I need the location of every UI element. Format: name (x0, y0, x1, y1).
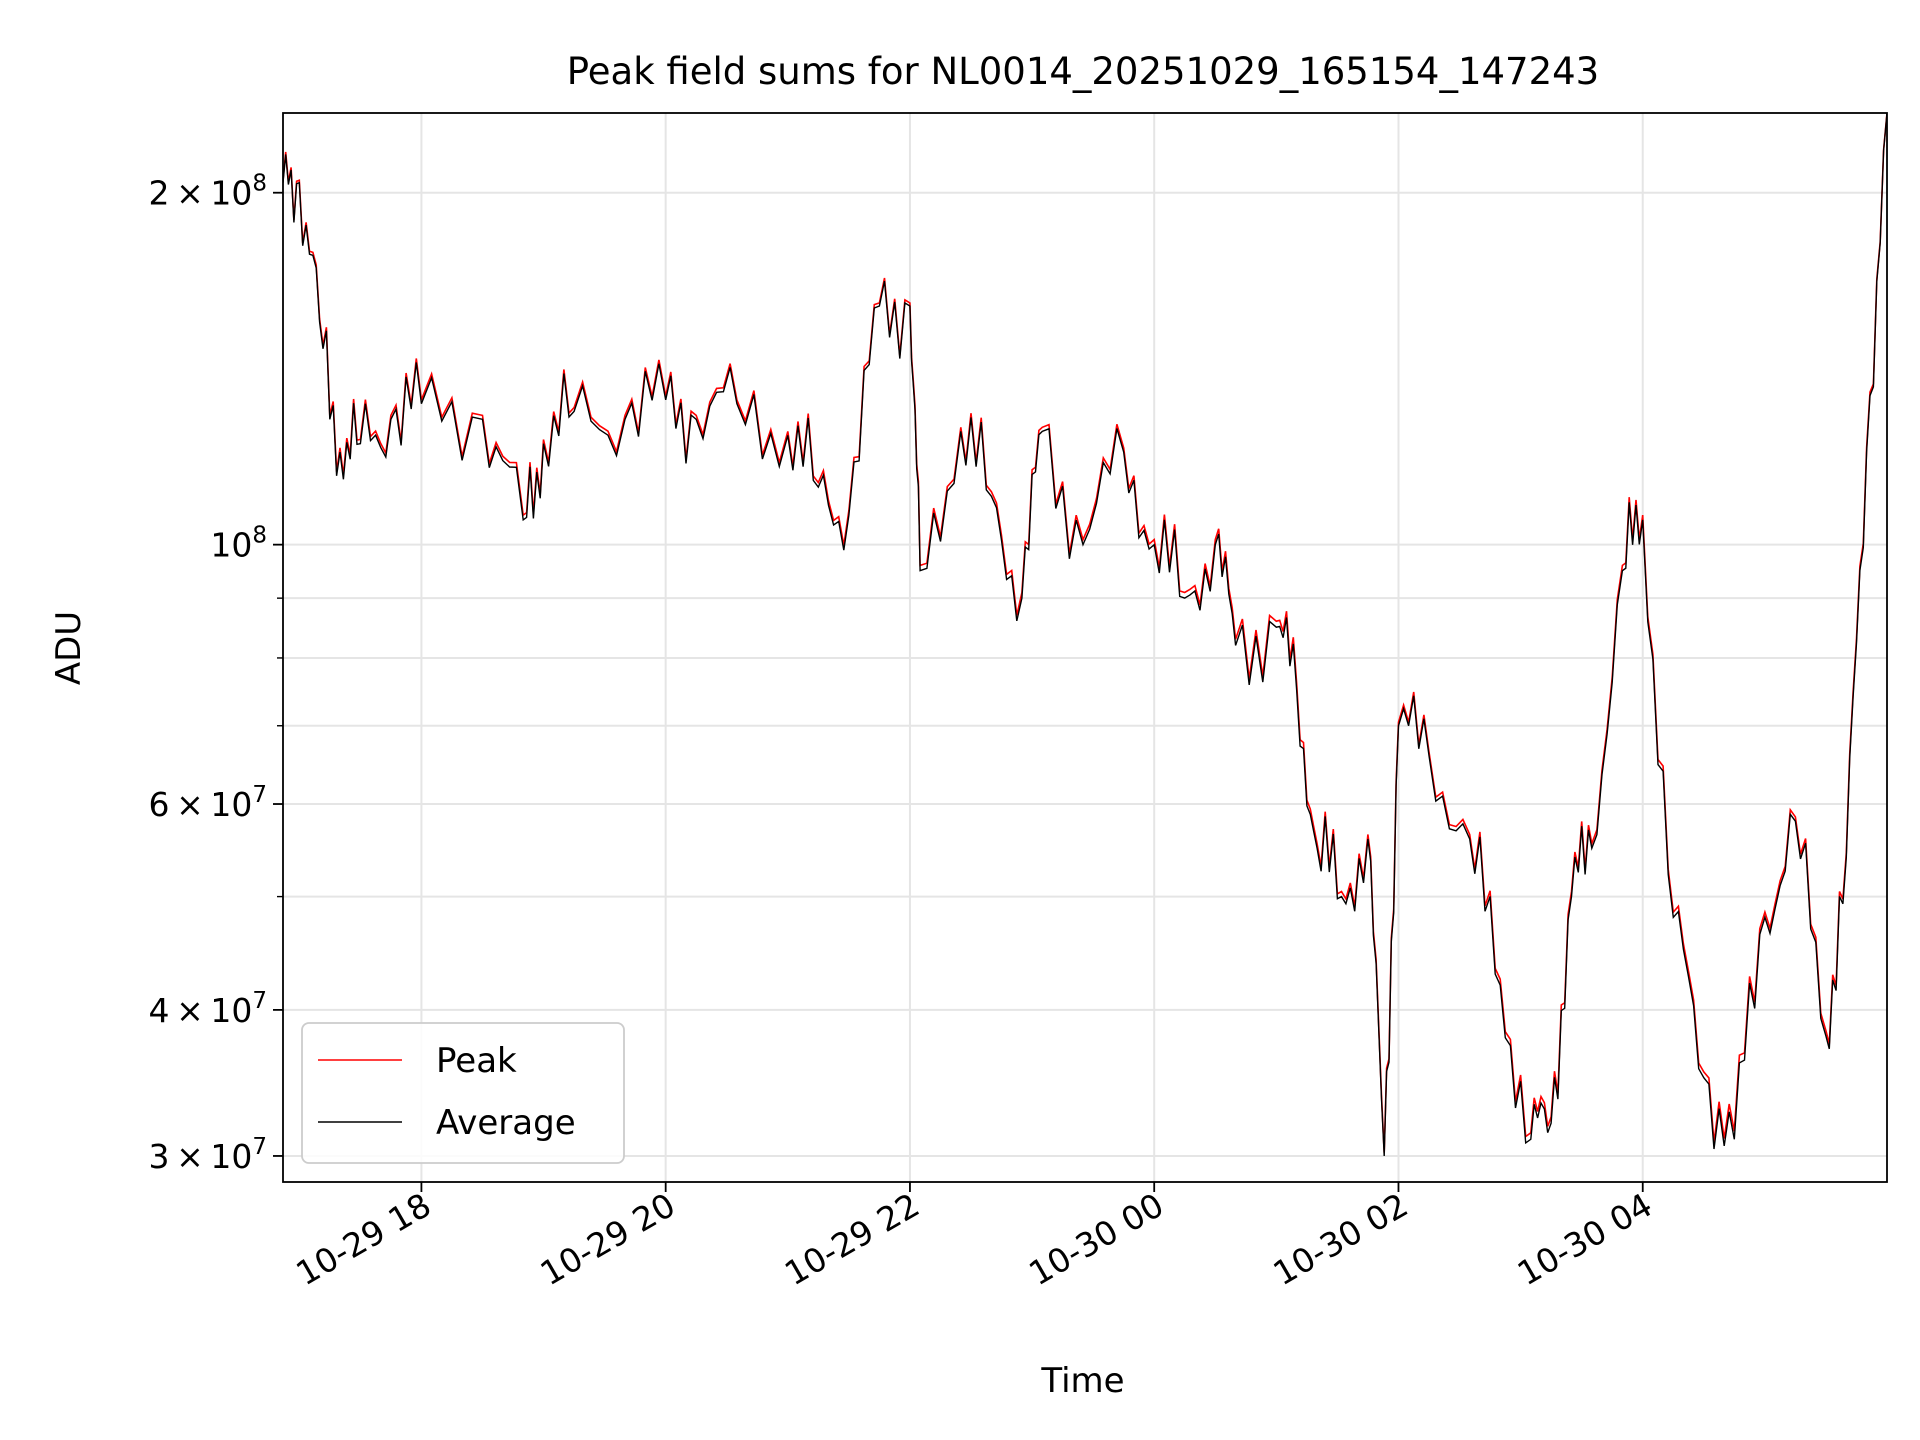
x-axis-label: Time (1040, 1361, 1124, 1401)
y-tick-label: 4 × 107 (149, 988, 267, 1030)
legend: Peak Average (301, 1022, 625, 1164)
series-average-line (283, 113, 1887, 1157)
legend-label-average: Average (436, 1103, 576, 1143)
plot-frame (282, 112, 1888, 1183)
y-axis-label: ADU (49, 611, 89, 685)
grid (283, 113, 1887, 1182)
legend-box (301, 1022, 625, 1164)
chart-title: Peak field sums for NL0014_20251029_1651… (567, 50, 1599, 93)
y-tick-label: 2 × 108 (149, 171, 267, 213)
y-axis-ticks: 2 × 108 108 6 × 107 4 × 107 3 × 107 (149, 171, 283, 1176)
legend-label-peak: Peak (436, 1041, 517, 1081)
y-tick-label: 108 (210, 523, 267, 565)
series-lines (283, 113, 1887, 1157)
y-tick-label: 6 × 107 (149, 782, 267, 824)
y-tick-label: 3 × 107 (149, 1134, 267, 1176)
